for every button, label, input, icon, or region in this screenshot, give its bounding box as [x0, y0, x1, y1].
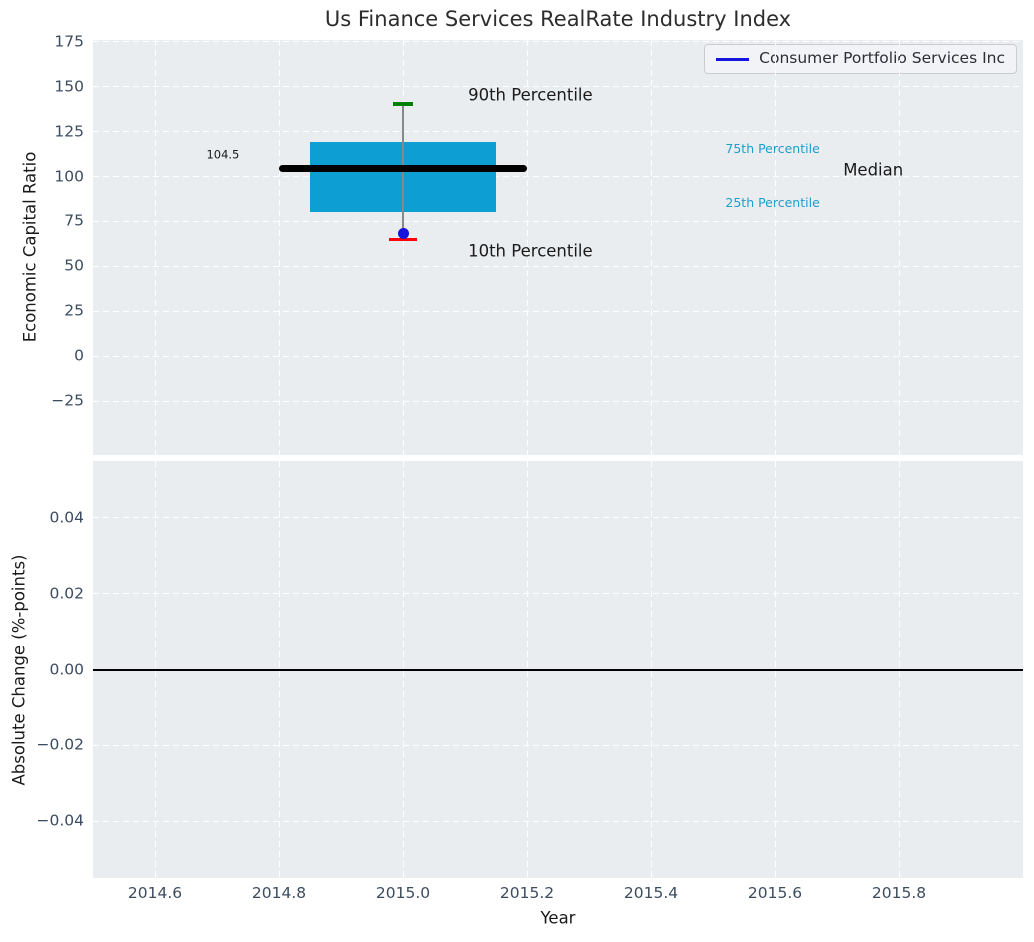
gridline-vertical	[278, 40, 280, 455]
chart-annotation: 104.5	[206, 147, 240, 162]
y-axis-label-top: Economic Capital Ratio	[20, 151, 40, 343]
y-tick-label: −0.02	[36, 735, 85, 754]
legend-line-sample	[716, 57, 750, 61]
gridline-vertical	[898, 40, 900, 455]
y-tick-label: 0.02	[49, 583, 84, 602]
whisker-cap-10	[389, 237, 417, 242]
chart-annotation: 25th Percentile	[725, 195, 820, 211]
chart-annotation: 90th Percentile	[468, 85, 593, 105]
chart-annotation: 10th Percentile	[468, 241, 593, 261]
gridline-horizontal	[93, 820, 1023, 822]
y-tick-label: 0	[74, 346, 84, 365]
zero-line	[93, 668, 1023, 671]
gridline-horizontal	[93, 86, 1023, 88]
top-plot-panel	[93, 40, 1023, 455]
x-tick-label: 2015.6	[747, 884, 803, 902]
y-tick-label: 175	[54, 32, 84, 51]
y-tick-label: 25	[64, 301, 84, 320]
gridline-horizontal	[93, 400, 1023, 402]
gridline-horizontal	[93, 355, 1023, 357]
x-tick-label: 2015.2	[499, 884, 555, 902]
y-tick-label: 75	[64, 211, 84, 230]
y-tick-label: 125	[54, 121, 84, 140]
x-tick-label: 2014.8	[251, 884, 307, 902]
x-tick-label: 2015.8	[871, 884, 927, 902]
gridline-vertical	[650, 40, 652, 455]
gridline-vertical	[774, 40, 776, 455]
legend: Consumer Portfolio Services Inc	[704, 44, 1017, 74]
gridline-horizontal	[93, 220, 1023, 222]
x-tick-label: 2015.0	[375, 884, 431, 902]
y-tick-label: −0.04	[36, 811, 85, 830]
x-tick-label: 2014.6	[127, 884, 183, 902]
chart-title: Us Finance Services RealRate Industry In…	[324, 7, 792, 31]
gridline-vertical	[526, 40, 528, 455]
y-tick-label: 0.04	[49, 508, 84, 527]
y-axis-label-bottom: Absolute Change (%-points)	[9, 554, 29, 786]
y-tick-label: 0.00	[49, 659, 84, 678]
gridline-horizontal	[93, 176, 1023, 178]
x-tick-label: 2015.4	[623, 884, 679, 902]
gridline-horizontal	[93, 131, 1023, 133]
gridline-horizontal	[93, 41, 1023, 43]
y-tick-label: −25	[51, 391, 84, 410]
company-marker	[397, 227, 409, 239]
y-tick-label: 150	[54, 76, 84, 95]
legend-label: Consumer Portfolio Services Inc	[759, 49, 1005, 68]
y-tick-label: 50	[64, 256, 84, 275]
gridline-horizontal	[93, 744, 1023, 746]
gridline-horizontal	[93, 310, 1023, 312]
gridline-horizontal	[93, 517, 1023, 519]
gridline-horizontal	[93, 265, 1023, 267]
median-line	[279, 164, 527, 172]
x-axis-label: Year	[540, 908, 576, 928]
whisker-cap-90	[393, 102, 413, 106]
gridline-vertical	[402, 40, 404, 455]
gridline-horizontal	[93, 593, 1023, 595]
y-tick-label: 100	[54, 166, 84, 185]
chart-annotation: Median	[843, 160, 904, 180]
chart-annotation: 75th Percentile	[725, 140, 820, 156]
gridline-vertical	[154, 40, 156, 455]
